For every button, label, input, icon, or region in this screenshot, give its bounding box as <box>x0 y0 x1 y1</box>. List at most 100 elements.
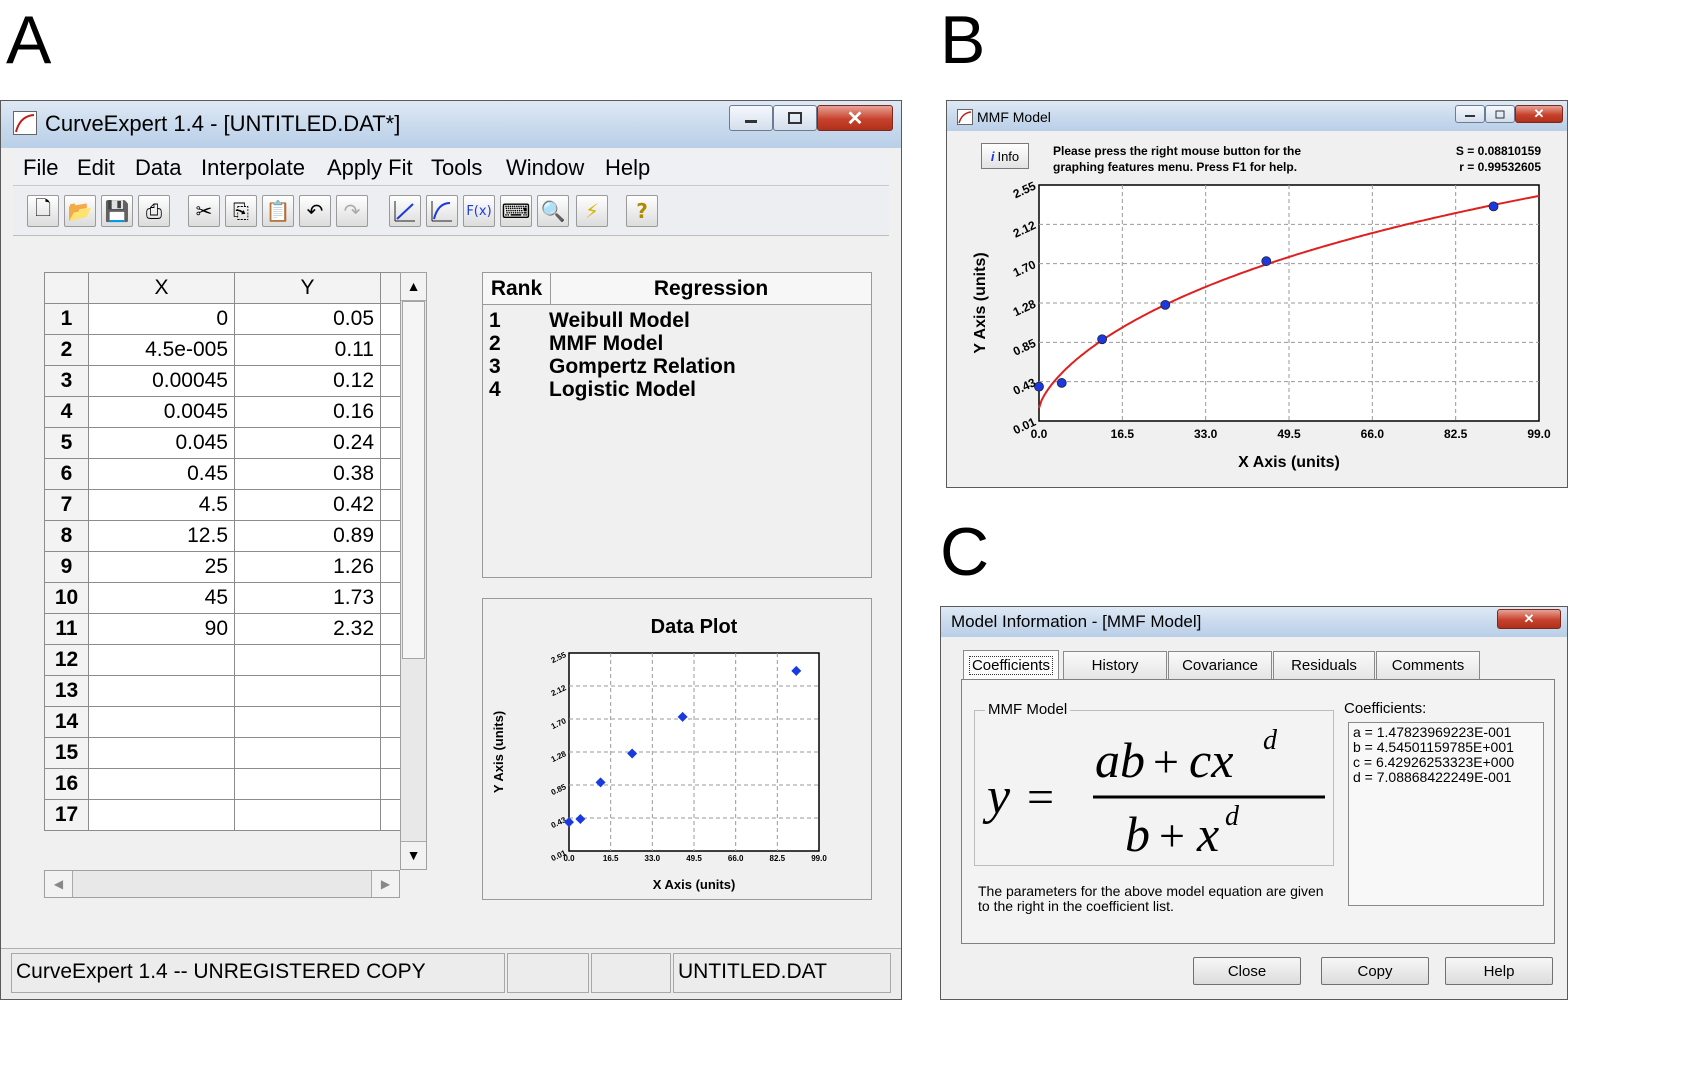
row-number[interactable]: 1 <box>44 303 89 335</box>
cell-x[interactable]: 4.5 <box>88 489 235 521</box>
cell-extra[interactable] <box>380 799 401 831</box>
cell-y[interactable]: 0.42 <box>234 489 381 521</box>
coefficient-d[interactable]: d = 7.08868422249E-001 <box>1353 769 1512 785</box>
row-number[interactable]: 4 <box>44 396 89 428</box>
cell-y[interactable]: 2.32 <box>234 613 381 645</box>
menu-interpolate[interactable]: Interpolate <box>201 155 305 180</box>
row-number[interactable]: 9 <box>44 551 89 583</box>
cell-x[interactable]: 25 <box>88 551 235 583</box>
regression-name[interactable]: Weibull Model <box>549 309 690 332</box>
cell-extra[interactable] <box>380 551 401 583</box>
cell-extra[interactable] <box>380 365 401 397</box>
mmf-fit-chart[interactable]: 0.0 16.5 33.0 49.5 66.0 82.5 99.00.010.430.851… <box>947 177 1567 487</box>
cell-y[interactable]: 0.05 <box>234 303 381 335</box>
table-row[interactable]: 8 12.5 0.89 <box>44 520 401 552</box>
open-folder-icon[interactable]: 📂 <box>64 195 96 227</box>
cell-x[interactable] <box>88 799 235 831</box>
row-number[interactable]: 2 <box>44 334 89 366</box>
cell-y[interactable] <box>234 799 381 831</box>
redo-icon[interactable]: ↷ <box>336 195 368 227</box>
cell-x[interactable] <box>88 737 235 769</box>
table-row[interactable]: 17 <box>44 799 401 831</box>
coefficient-c[interactable]: c = 6.42926253323E+000 <box>1353 754 1515 770</box>
cell-y[interactable]: 0.24 <box>234 427 381 459</box>
row-number[interactable]: 10 <box>44 582 89 614</box>
row-number[interactable]: 12 <box>44 644 89 676</box>
lightning-icon[interactable]: ⚡ <box>576 195 608 227</box>
info-button[interactable]: i Info <box>981 143 1029 169</box>
cell-extra[interactable] <box>380 768 401 800</box>
keyboard-icon[interactable]: ⌨ <box>500 195 532 227</box>
cell-x[interactable]: 12.5 <box>88 520 235 552</box>
table-row[interactable]: 3 0.00045 0.12 <box>44 365 401 397</box>
table-row[interactable]: 10 45 1.73 <box>44 582 401 614</box>
scroll-thumb[interactable] <box>402 301 425 659</box>
row-number[interactable]: 17 <box>44 799 89 831</box>
undo-icon[interactable]: ↶ <box>299 195 331 227</box>
table-row[interactable]: 2 4.5e-005 0.11 <box>44 334 401 366</box>
table-row[interactable]: 11 90 2.32 <box>44 613 401 645</box>
regression-column-header[interactable]: Regression <box>551 273 872 305</box>
rank-number[interactable]: 3 <box>489 355 501 378</box>
cell-y[interactable]: 0.38 <box>234 458 381 490</box>
rank-column-header[interactable]: Rank <box>483 273 551 305</box>
horizontal-scrollbar[interactable]: ◀ ▶ <box>44 870 400 898</box>
rank-number[interactable]: 2 <box>489 332 501 355</box>
cell-y[interactable] <box>234 737 381 769</box>
save-icon[interactable]: 💾 <box>101 195 133 227</box>
paste-icon[interactable]: 📋 <box>262 195 294 227</box>
menu-help[interactable]: Help <box>605 155 651 180</box>
regression-name[interactable]: Logistic Model <box>549 378 696 401</box>
row-number[interactable]: 3 <box>44 365 89 397</box>
rank-number[interactable]: 1 <box>489 309 501 332</box>
row-number[interactable]: 5 <box>44 427 89 459</box>
cell-extra[interactable] <box>380 706 401 738</box>
row-number[interactable]: 13 <box>44 675 89 707</box>
rank-number[interactable]: 4 <box>489 378 501 401</box>
cell-x[interactable] <box>88 644 235 676</box>
tab-comments[interactable]: Comments <box>1376 651 1480 679</box>
cell-x[interactable] <box>88 706 235 738</box>
copy-button[interactable]: Copy <box>1321 957 1429 985</box>
cell-extra[interactable] <box>380 489 401 521</box>
cell-y[interactable] <box>234 768 381 800</box>
help-icon[interactable]: ? <box>626 195 658 227</box>
cell-x[interactable]: 90 <box>88 613 235 645</box>
row-number[interactable]: 8 <box>44 520 89 552</box>
row-number[interactable]: 14 <box>44 706 89 738</box>
close-button[interactable]: ✕ <box>1497 609 1561 629</box>
menu-apply-fit[interactable]: Apply Fit <box>327 155 413 180</box>
cell-y[interactable] <box>234 675 381 707</box>
coefficient-a[interactable]: a = 1.47823969223E-001 <box>1353 724 1512 740</box>
cell-extra[interactable] <box>380 520 401 552</box>
cell-extra[interactable] <box>380 675 401 707</box>
cell-extra[interactable] <box>380 303 401 335</box>
minimize-button[interactable] <box>1455 105 1485 123</box>
close-button[interactable]: ✕ <box>817 105 893 131</box>
cell-y[interactable]: 0.16 <box>234 396 381 428</box>
table-row[interactable]: 9 25 1.26 <box>44 551 401 583</box>
table-row[interactable]: 1 0 0.05 <box>44 303 401 335</box>
regression-name[interactable]: Gompertz Relation <box>549 355 736 378</box>
cell-extra[interactable] <box>380 334 401 366</box>
cell-x[interactable] <box>88 675 235 707</box>
coefficient-list[interactable]: a = 1.47823969223E-001 b = 4.54501159785… <box>1348 722 1544 906</box>
table-row[interactable]: 14 <box>44 706 401 738</box>
cell-extra[interactable] <box>380 396 401 428</box>
scroll-left-arrow-icon[interactable]: ◀ <box>45 871 73 897</box>
row-number[interactable]: 6 <box>44 458 89 490</box>
menu-window[interactable]: Window <box>506 155 585 180</box>
title-bar[interactable]: MMF Model ✕ <box>947 101 1567 131</box>
cell-y[interactable]: 0.89 <box>234 520 381 552</box>
table-row[interactable]: 15 <box>44 737 401 769</box>
cell-extra[interactable] <box>380 458 401 490</box>
tab-residuals[interactable]: Residuals <box>1273 651 1375 679</box>
curve-fit-icon[interactable] <box>426 195 458 227</box>
cell-extra[interactable] <box>380 644 401 676</box>
cell-x[interactable]: 0.00045 <box>88 365 235 397</box>
column-header-y[interactable]: Y <box>234 272 381 304</box>
tab-history[interactable]: History <box>1063 651 1167 679</box>
cell-x[interactable]: 0.0045 <box>88 396 235 428</box>
menu-data[interactable]: Data <box>135 155 182 180</box>
cell-y[interactable]: 0.11 <box>234 334 381 366</box>
